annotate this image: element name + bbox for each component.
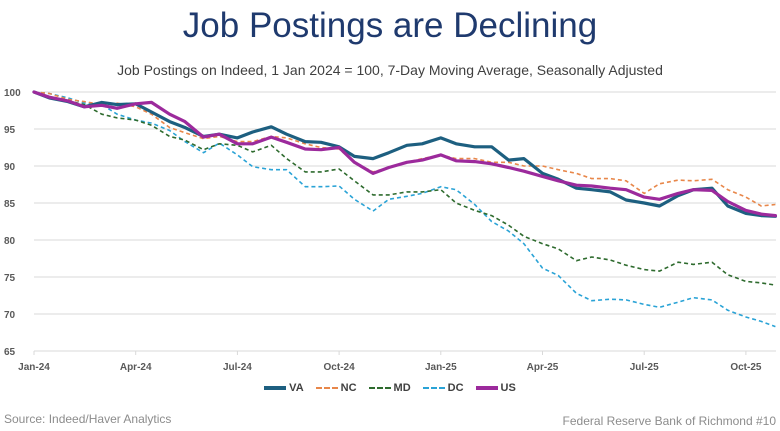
x-tick-label: Jul-24 [223, 362, 252, 373]
source-note: Source: Indeed/Haver Analytics [4, 412, 172, 426]
legend-item-us: US [475, 382, 516, 394]
x-tick-label: Jan-24 [18, 362, 50, 373]
chart-title: Job Postings are Declining [182, 6, 598, 45]
x-tick-label: Jan-25 [425, 362, 457, 373]
y-tick-label: 95 [4, 125, 16, 136]
legend-swatch [315, 387, 338, 389]
legend-label: VA [289, 382, 304, 394]
y-axis-ticks: 100 95 90 85 80 75 70 65 [4, 88, 21, 358]
series-line-va [32, 90, 778, 218]
legend-swatch [368, 387, 391, 389]
legend-swatch [422, 387, 445, 389]
series-line-us [32, 90, 778, 218]
series-lines [32, 90, 778, 328]
y-tick-label: 80 [4, 236, 16, 247]
legend-item-md: MD [368, 382, 411, 394]
series-line-dc [33, 91, 776, 328]
legend-item-nc: NC [315, 382, 357, 394]
legend-label: NC [340, 382, 357, 394]
chart-subtitle: Job Postings on Indeed, 1 Jan 2024 = 100… [117, 62, 663, 78]
y-tick-label: 100 [4, 88, 21, 99]
y-tick-label: 70 [4, 310, 16, 321]
y-tick-label: 90 [4, 162, 16, 173]
y-tick-label: 65 [4, 347, 16, 358]
legend-item-dc: DC [422, 382, 464, 394]
y-tick-label: 75 [4, 273, 16, 284]
x-tick-label: Oct-25 [730, 362, 762, 373]
legend-label: US [500, 382, 516, 394]
x-tick-label: Oct-24 [324, 362, 356, 373]
legend-swatch [475, 386, 498, 390]
x-tick-label: Jul-25 [630, 362, 659, 373]
x-tick-label: Apr-25 [527, 362, 559, 373]
legend-label: MD [393, 382, 411, 394]
legend: VA NC MD DC US [0, 382, 780, 394]
credit-note: Federal Reserve Bank of Richmond #10 [562, 414, 776, 428]
y-tick-label: 85 [4, 199, 16, 210]
x-axis-ticks: Jan-24 Apr-24 Jul-24 Oct-24 Jan-25 Apr-25 Jul-… [18, 351, 762, 373]
gridlines [34, 91, 776, 352]
legend-label: DC [447, 382, 464, 394]
legend-item-va: VA [264, 382, 304, 394]
x-tick-label: Apr-24 [120, 362, 152, 373]
legend-swatch [264, 386, 287, 390]
series-line-md [33, 91, 776, 286]
